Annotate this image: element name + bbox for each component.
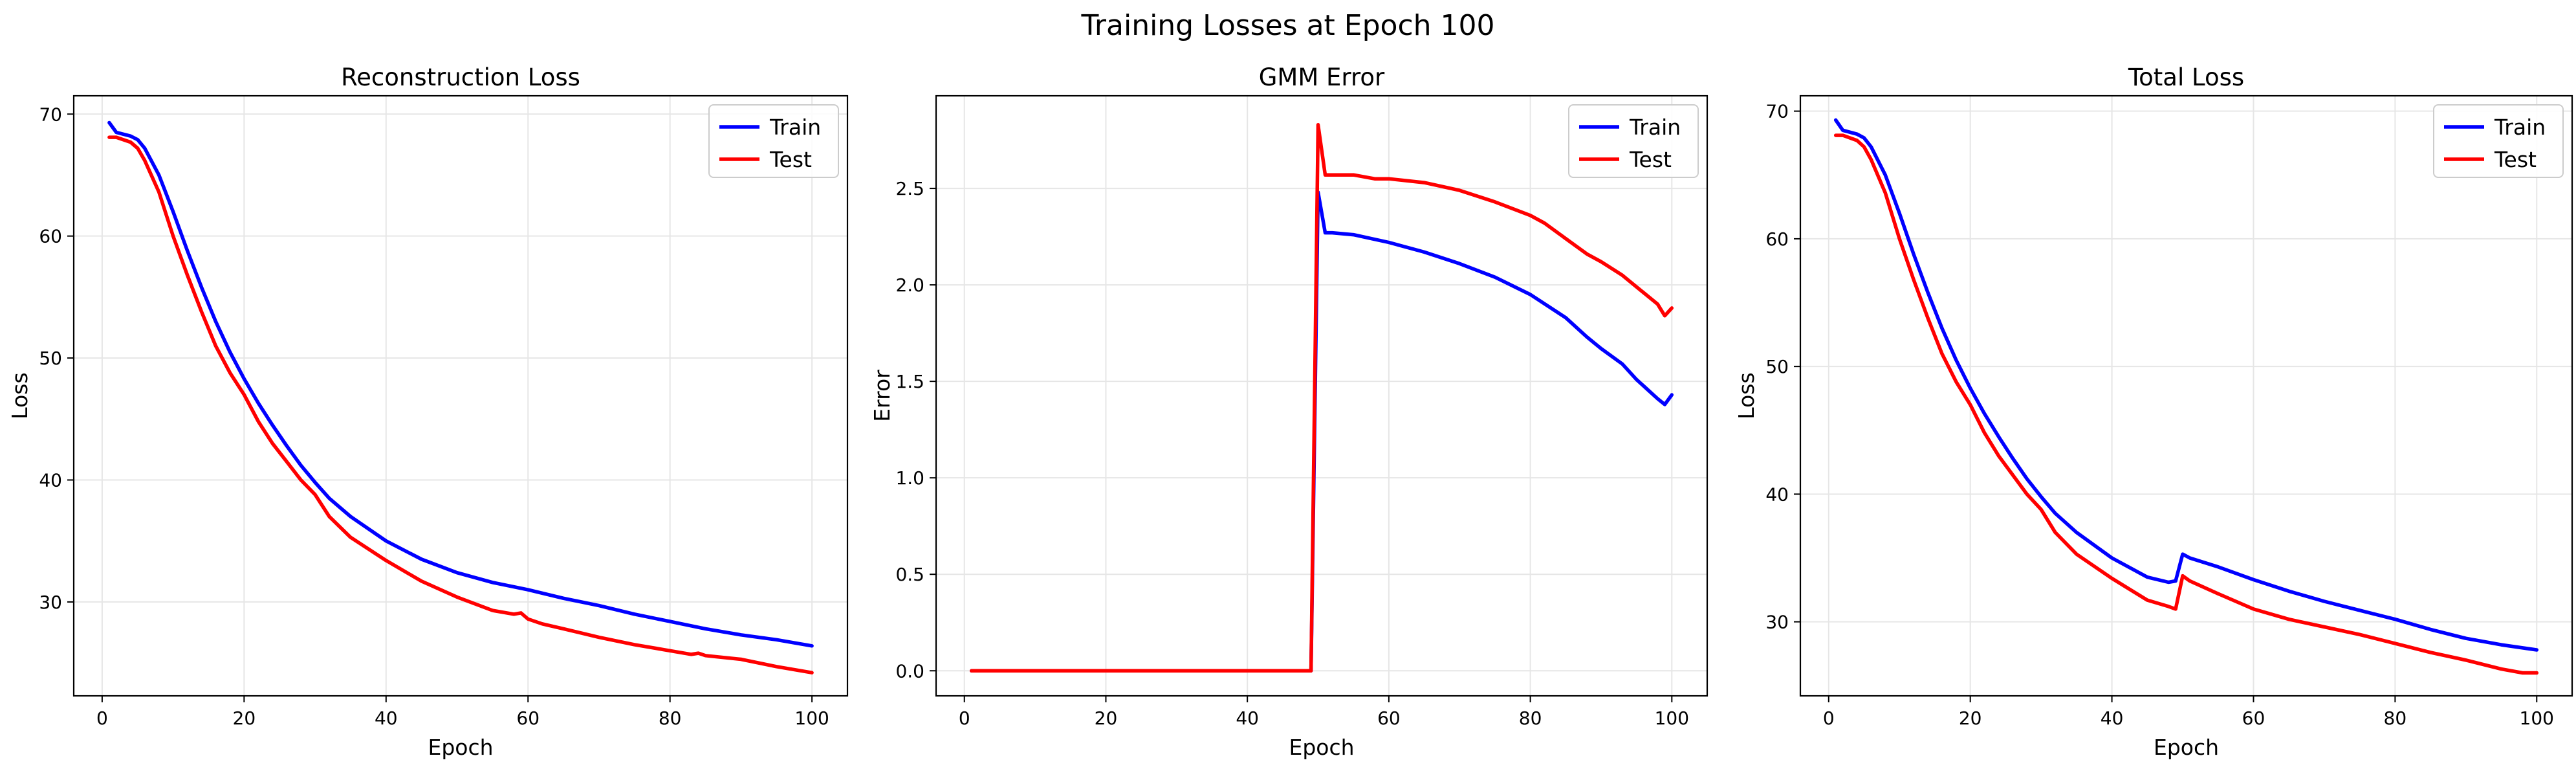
chart-panel-3: 0 20 40 60 80 100 30 40 50 60 70 Total Loss Epoch Los… bbox=[1734, 63, 2573, 760]
series-line-train bbox=[969, 190, 1674, 673]
legend-label-train: Train bbox=[1629, 115, 1681, 140]
series-line-train bbox=[1833, 118, 2539, 652]
plot-frame bbox=[935, 95, 1708, 697]
y-tick-label: 60 bbox=[1765, 228, 1789, 250]
series-line-test bbox=[1833, 133, 2539, 675]
chart-panel-2: 0 20 40 60 80 100 0.0 0.5 1.0 1.5 2.0 2.5 GMM Error E… bbox=[869, 63, 1708, 760]
x-tick-label: 60 bbox=[2242, 708, 2265, 729]
chart-title: Total Loss bbox=[2128, 63, 2244, 91]
legend-label-test: Test bbox=[1629, 147, 1672, 172]
x-tick-label: 20 bbox=[1095, 708, 1118, 729]
y-axis-label: Loss bbox=[1734, 372, 1759, 419]
x-axis-label: Epoch bbox=[428, 735, 493, 760]
y-tick-label: 2.0 bbox=[895, 274, 924, 296]
y-axis-label: Error bbox=[869, 370, 895, 422]
x-tick-label: 0 bbox=[1823, 708, 1835, 729]
chart-title: GMM Error bbox=[1259, 63, 1385, 91]
plot-frame bbox=[1799, 95, 2573, 697]
x-axis-label: Epoch bbox=[2154, 735, 2219, 760]
legend-label-test: Test bbox=[769, 147, 812, 172]
x-tick-label: 60 bbox=[516, 708, 540, 729]
y-tick-label: 30 bbox=[39, 592, 62, 613]
chart-title: Reconstruction Loss bbox=[341, 63, 580, 91]
y-tick-label: 0.0 bbox=[895, 660, 924, 682]
y-tick-label: 0.5 bbox=[895, 564, 924, 585]
y-tick-label: 40 bbox=[1765, 484, 1789, 505]
x-tick-label: 100 bbox=[794, 708, 829, 729]
plot-frame bbox=[72, 95, 849, 697]
x-tick-label: 40 bbox=[375, 708, 398, 729]
series-line-train bbox=[107, 120, 814, 648]
y-tick-label: 1.5 bbox=[895, 371, 924, 392]
legend-label-test: Test bbox=[2494, 147, 2537, 172]
x-tick-label: 100 bbox=[1655, 708, 1689, 729]
x-tick-label: 60 bbox=[1377, 708, 1401, 729]
y-axis-label: Loss bbox=[7, 372, 32, 419]
x-tick-label: 0 bbox=[959, 708, 970, 729]
legend-label-train: Train bbox=[769, 115, 821, 140]
x-tick-label: 80 bbox=[659, 708, 682, 729]
y-tick-label: 70 bbox=[39, 104, 62, 125]
y-tick-label: 30 bbox=[1765, 612, 1789, 633]
x-tick-label: 80 bbox=[2384, 708, 2407, 729]
x-tick-label: 0 bbox=[96, 708, 108, 729]
series-line-test bbox=[107, 135, 814, 674]
y-tick-label: 2.5 bbox=[895, 178, 924, 199]
x-tick-label: 40 bbox=[1236, 708, 1259, 729]
y-tick-label: 70 bbox=[1765, 101, 1789, 122]
y-tick-label: 40 bbox=[39, 470, 62, 491]
chart-panel-1: 0 20 40 60 80 100 30 40 50 60 70 Reconstruction Los… bbox=[7, 63, 849, 760]
y-tick-label: 50 bbox=[1765, 356, 1789, 377]
x-tick-label: 80 bbox=[1519, 708, 1542, 729]
x-tick-label: 100 bbox=[2520, 708, 2554, 729]
x-axis-label: Epoch bbox=[1289, 735, 1354, 760]
y-tick-label: 50 bbox=[39, 348, 62, 369]
y-tick-label: 60 bbox=[39, 226, 62, 247]
series-line-test bbox=[969, 122, 1674, 673]
x-tick-label: 40 bbox=[2101, 708, 2124, 729]
figure-suptitle: Training Losses at Epoch 100 bbox=[1081, 9, 1495, 42]
y-tick-label: 1.0 bbox=[895, 467, 924, 489]
x-tick-label: 20 bbox=[1959, 708, 1982, 729]
legend-label-train: Train bbox=[2494, 115, 2546, 140]
x-tick-label: 20 bbox=[233, 708, 256, 729]
